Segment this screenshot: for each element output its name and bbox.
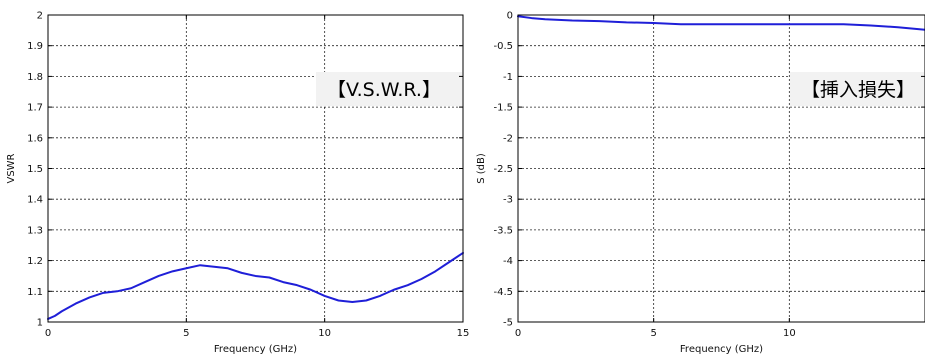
vswr-chart: 【V.S.W.R.】 0 5 10 15 1 1.1 1.2 1.3 1.4 1.5 1.6 1.7 1.… (6, 11, 469, 355)
series-line (47, 251, 464, 320)
insertion-loss-chart: 【挿入損失】 0 5 10 0 -0.5 -1 -1.5 -2 -2.5 -3 -3.5 -4 -4.5 -… (476, 11, 925, 355)
y-tick-label: 1.1 (27, 287, 43, 298)
y-axis-title: S (dB) (476, 153, 487, 184)
series-line (517, 15, 925, 31)
y-tick-label: -3 (503, 195, 513, 206)
annotation-background (790, 72, 924, 106)
y-tick-label: 1.7 (27, 103, 43, 114)
y-tick-label: 2 (37, 11, 43, 22)
y-tick-label: -2.5 (493, 164, 513, 175)
y-tick-label: -3.5 (493, 225, 513, 236)
x-tick-label: 5 (650, 328, 656, 339)
y-tick-label: -5 (503, 318, 513, 329)
y-tick-label: -4.5 (493, 287, 513, 298)
x-tick-label: 10 (783, 328, 796, 339)
chart-annotation: 【挿入損失】 (801, 79, 915, 101)
y-axis-title: VSWR (6, 153, 17, 183)
y-tick-label: -1.5 (493, 103, 513, 114)
y-tick-label: 1 (37, 318, 43, 329)
y-tick-label: -1 (503, 72, 513, 83)
y-tick-label: -4 (503, 256, 513, 267)
chart-annotation: 【V.S.W.R.】 (327, 79, 441, 101)
x-tick-label: 10 (318, 328, 331, 339)
x-axis-title: Frequency (GHz) (214, 344, 297, 355)
x-tick-label: 15 (457, 328, 470, 339)
y-tick-label: 1.3 (27, 225, 43, 236)
y-tick-label: 1.9 (27, 41, 43, 52)
annotation-background (316, 72, 462, 106)
y-tick-label: 1.2 (27, 256, 43, 267)
x-axis-title: Frequency (GHz) (680, 344, 763, 355)
x-tick-label: 5 (183, 328, 189, 339)
y-tick-label: -0.5 (493, 41, 513, 52)
y-tick-label: 0 (507, 11, 513, 22)
x-tick-label: 0 (515, 328, 521, 339)
y-tick-label: 1.6 (27, 133, 43, 144)
plot-area (518, 15, 925, 322)
y-tick-label: 1.8 (27, 72, 43, 83)
y-tick-label: -2 (503, 133, 513, 144)
y-tick-label: 1.5 (27, 164, 43, 175)
x-tick-label: 0 (45, 328, 51, 339)
y-tick-label: 1.4 (27, 195, 43, 206)
